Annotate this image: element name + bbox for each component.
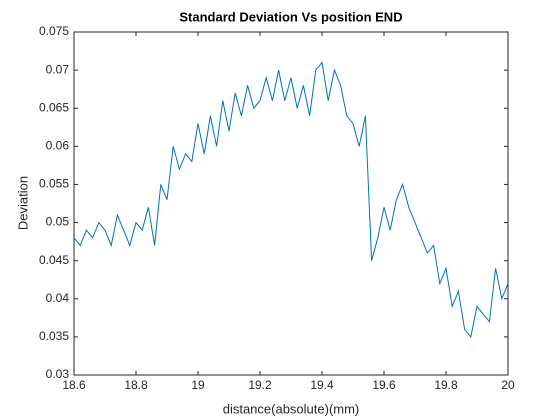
y-tick-label: 0.06 (46, 139, 70, 153)
y-tick-label: 0.07 (46, 62, 70, 76)
x-axis-label: distance(absolute)(mm) (223, 401, 360, 416)
y-tick-label: 0.055 (39, 177, 69, 191)
x-tick-label: 19.4 (310, 378, 334, 392)
y-axis-label: Deviation (15, 176, 30, 230)
x-tick-label: 19.6 (372, 378, 396, 392)
y-tick-label: 0.035 (39, 329, 69, 343)
x-tick-label: 19 (191, 378, 205, 392)
x-tick-label: 19.2 (248, 378, 272, 392)
y-tick-label: 0.05 (46, 215, 70, 229)
x-tick-label: 18.8 (124, 378, 148, 392)
y-tick-label: 0.075 (39, 24, 69, 38)
y-tick-label: 0.065 (39, 100, 69, 114)
data-line (73, 61, 509, 339)
y-tick-label: 0.04 (46, 291, 70, 305)
x-tick-label: 18.6 (62, 378, 86, 392)
y-tick-label: 0.03 (46, 367, 70, 381)
y-tick-label: 0.045 (39, 253, 69, 267)
chart-title: Standard Deviation Vs position END (179, 9, 402, 24)
x-tick-label: 20 (501, 378, 515, 392)
x-tick-label: 19.8 (434, 378, 458, 392)
plot-box (73, 31, 509, 376)
